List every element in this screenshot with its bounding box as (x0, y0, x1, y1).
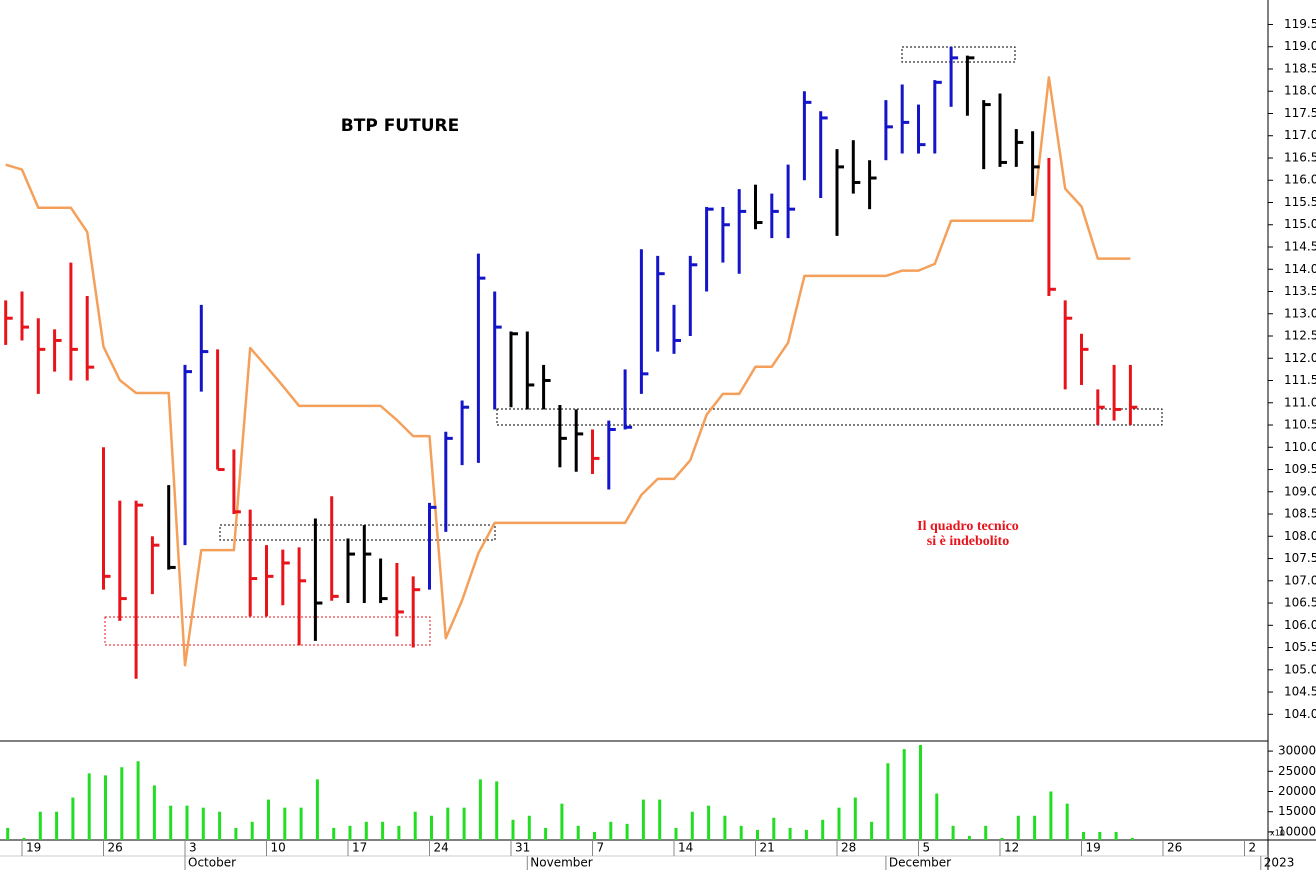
range-box (901, 46, 1016, 63)
y-tick-label: 112.5 (1284, 329, 1316, 343)
y-tick-label: 109.5 (1284, 462, 1316, 476)
y2-tick-label: 10000 (1278, 824, 1316, 838)
y-tick-label: 108.5 (1284, 507, 1316, 521)
y-tick-label: 109.0 (1284, 484, 1316, 498)
y-tick-label: 119.5 (1284, 17, 1316, 31)
y-tick-label: 106.0 (1284, 618, 1316, 632)
x-tick-label: 19 (26, 841, 41, 855)
x-tick-label: 21 (760, 841, 775, 855)
y-tick-label: 111.5 (1284, 373, 1316, 387)
annotation: Il quadro tecnico (917, 519, 1019, 534)
range-box (496, 408, 1163, 426)
x-tick-label: 7 (597, 841, 605, 855)
highlight-boxes (104, 46, 1163, 646)
y-tick-label: 117.5 (1284, 106, 1316, 120)
x-tick-label: 3 (189, 841, 197, 855)
y-tick-label: 110.0 (1284, 440, 1316, 454)
chart-title: BTP FUTURE (341, 116, 459, 136)
month-label: October (188, 856, 236, 870)
month-label: December (889, 856, 951, 870)
y2-tick-label: 15000 (1278, 804, 1316, 818)
y-tick-label: 115.0 (1284, 217, 1316, 231)
range-box (104, 616, 431, 646)
x-tick-label: 10 (271, 841, 286, 855)
y-tick-label: 117.0 (1284, 128, 1316, 142)
y2-tick-label: 25000 (1278, 764, 1316, 778)
x-tick-label: 31 (515, 841, 530, 855)
y-tick-label: 112.0 (1284, 351, 1316, 365)
overlay-line (5, 76, 1131, 667)
y-tick-label: 105.5 (1284, 640, 1316, 654)
x-tick-label: 24 (434, 841, 449, 855)
month-label: 2023 (1264, 856, 1295, 870)
y2-tick-label: 30000 (1278, 744, 1316, 758)
month-label: November (530, 856, 592, 870)
x-tick-label: 19 (1086, 841, 1101, 855)
y-tick-label: 115.5 (1284, 195, 1316, 209)
x-tick-label: 5 (923, 841, 931, 855)
y-tick-label: 114.0 (1284, 262, 1316, 276)
y-tick-label: 107.5 (1284, 551, 1316, 565)
x-tick-label: 26 (108, 841, 123, 855)
y-tick-label: 119.0 (1284, 39, 1316, 53)
x-tick-label: 28 (841, 841, 856, 855)
y-tick-label: 111.0 (1284, 395, 1316, 409)
y2-unit-label: x10 (1270, 829, 1285, 838)
y-tick-label: 113.5 (1284, 284, 1316, 298)
y-tick-label: 107.0 (1284, 573, 1316, 587)
y-tick-label: 116.0 (1284, 173, 1316, 187)
y-tick-label: 114.5 (1284, 240, 1316, 254)
y2-tick-label: 20000 (1278, 784, 1316, 798)
y-tick-label: 116.5 (1284, 150, 1316, 164)
y-tick-label: 106.5 (1284, 596, 1316, 610)
y-tick-label: 118.5 (1284, 61, 1316, 75)
y-tick-label: 118.0 (1284, 84, 1316, 98)
range-box (219, 524, 496, 541)
y-tick-label: 105.0 (1284, 662, 1316, 676)
x-tick-label: 26 (1167, 841, 1182, 855)
y-tick-label: 104.0 (1284, 707, 1316, 721)
y-tick-label: 108.0 (1284, 529, 1316, 543)
x-tick-label: 2 (1249, 841, 1257, 855)
x-tick-label: 17 (352, 841, 367, 855)
x-tick-label: 12 (1004, 841, 1019, 855)
annotation: si è indebolito (927, 534, 1009, 549)
x-tick-label: 14 (678, 841, 693, 855)
y-tick-label: 110.5 (1284, 418, 1316, 432)
y-tick-label: 104.5 (1284, 685, 1316, 699)
y-tick-label: 113.0 (1284, 306, 1316, 320)
